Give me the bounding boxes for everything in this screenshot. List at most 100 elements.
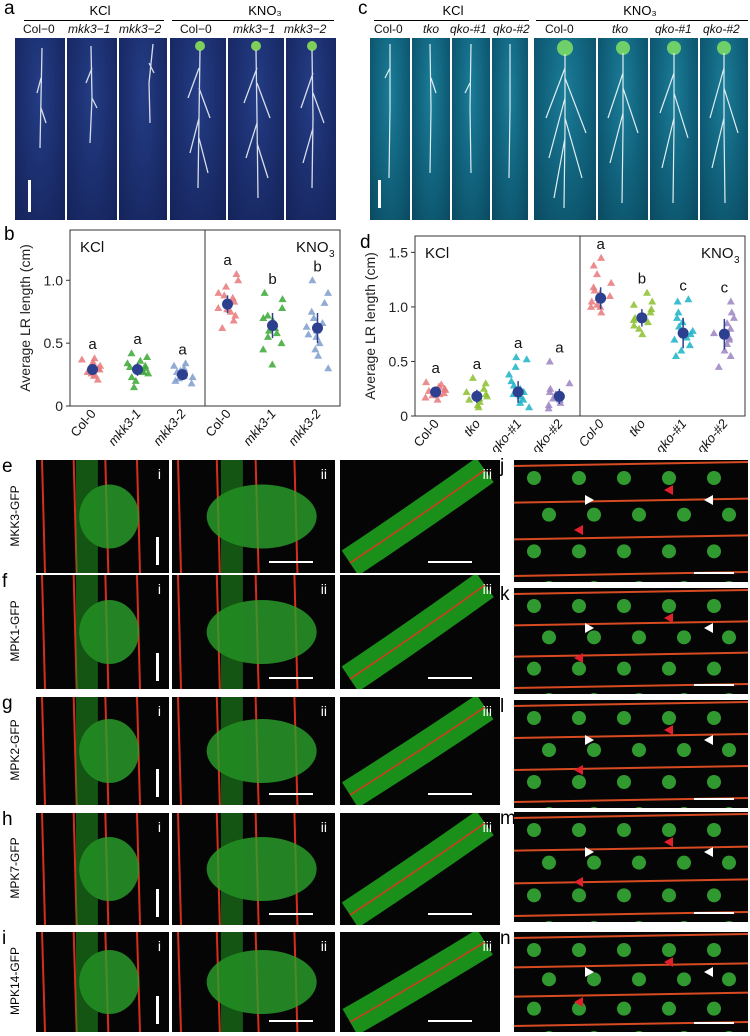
data-point xyxy=(231,311,240,319)
significance-letter: a xyxy=(555,339,564,356)
significance-letter: a xyxy=(431,360,440,377)
data-point xyxy=(674,308,683,316)
data-point xyxy=(512,353,521,361)
data-point xyxy=(272,329,281,337)
data-point xyxy=(726,352,735,359)
subpanel-label: iii xyxy=(482,703,492,719)
treatment-label: KCl xyxy=(80,239,104,256)
chart-b: 0 0.5 1.0 Average LR length (cm) KCl KNO 3 a Col… xyxy=(17,229,341,446)
data-point xyxy=(188,373,197,381)
data-point xyxy=(259,345,268,353)
category-label: Col-0 xyxy=(410,416,441,449)
construct-label: MPK1-GFP xyxy=(8,600,22,662)
seedling-photo xyxy=(492,38,528,220)
subpanel-label: i xyxy=(157,819,161,835)
data-point xyxy=(437,380,446,388)
data-point xyxy=(441,385,450,393)
data-point xyxy=(465,395,474,403)
data-point xyxy=(648,297,657,305)
data-point xyxy=(324,288,333,296)
data-point xyxy=(77,355,86,363)
data-point xyxy=(544,401,553,409)
treatment-label: KCl xyxy=(425,245,449,262)
data-point xyxy=(314,351,323,359)
significance-letter: b xyxy=(313,258,321,275)
data-point xyxy=(421,393,430,401)
data-point xyxy=(481,390,490,398)
seedling-photo xyxy=(452,38,490,220)
lane-label: mkk3−2 xyxy=(119,22,162,36)
construct-label: MPK7-GFP xyxy=(8,837,22,899)
category-label: mkk3-1 xyxy=(105,406,144,446)
confocal-image: ii xyxy=(172,697,335,805)
significance-letter: a xyxy=(514,335,523,352)
lane-label: qko-#2 xyxy=(703,22,740,36)
data-point xyxy=(228,293,237,301)
lane-label: qko-#1 xyxy=(450,22,487,36)
seedling-photo xyxy=(67,38,117,220)
category-label: Col-0 xyxy=(575,416,607,450)
data-point xyxy=(714,362,723,370)
data-point xyxy=(214,288,223,296)
data-point xyxy=(312,332,321,340)
data-point xyxy=(90,354,99,362)
data-point xyxy=(222,282,231,290)
confocal-image: i xyxy=(36,575,169,689)
panel-c-group-kcl: KCl xyxy=(442,3,464,18)
data-point xyxy=(589,261,598,269)
mean-marker xyxy=(222,298,233,310)
data-point xyxy=(308,276,317,284)
subpanel-label: ii xyxy=(320,819,327,835)
scale-bar xyxy=(428,677,472,679)
data-point xyxy=(127,373,136,381)
data-point xyxy=(545,357,554,365)
lane-label: Col-0 xyxy=(374,22,403,36)
data-point xyxy=(125,363,134,371)
data-point xyxy=(593,300,602,308)
scale-bar xyxy=(269,913,313,915)
data-point xyxy=(263,311,272,319)
data-point xyxy=(720,346,729,354)
y-axis-label: Average LR length (cm) xyxy=(17,244,33,392)
subpanel-label: iii xyxy=(482,938,492,954)
scale-bar xyxy=(694,572,734,574)
group-bracket xyxy=(536,20,748,21)
data-point xyxy=(670,335,679,343)
data-point xyxy=(673,297,682,305)
confocal-image: iii xyxy=(340,697,500,805)
data-point xyxy=(684,295,693,303)
row-label: k xyxy=(500,584,510,605)
lane-label: mkk3−1 xyxy=(68,22,111,36)
data-point xyxy=(141,361,150,369)
confocal-image xyxy=(514,588,748,694)
scale-bar xyxy=(156,653,159,681)
data-point xyxy=(525,403,534,411)
subpanel-label: ii xyxy=(320,466,327,482)
data-point xyxy=(468,373,477,381)
mean-marker xyxy=(267,320,278,332)
confocal-image: iii xyxy=(340,932,500,1032)
confocal-image: i xyxy=(36,460,169,573)
data-point xyxy=(229,316,238,324)
data-point xyxy=(268,360,277,368)
data-point xyxy=(507,377,516,385)
subpanel-label: i xyxy=(157,938,161,954)
data-point xyxy=(677,346,686,354)
data-point xyxy=(181,359,190,367)
data-point xyxy=(315,339,324,347)
mean-marker xyxy=(718,328,730,340)
lane-label: Col−0 xyxy=(180,22,212,36)
significance-letter: c xyxy=(679,277,687,294)
confocal-image xyxy=(514,460,748,582)
data-point xyxy=(723,319,732,327)
treatment-label: KNO xyxy=(701,245,734,262)
seedling-photo xyxy=(170,38,226,220)
data-point xyxy=(481,379,490,387)
data-point xyxy=(638,330,647,338)
data-point xyxy=(324,364,333,372)
construct-label: MKK3-GFP xyxy=(8,484,22,547)
y-tick-label: 0.5 xyxy=(389,353,409,369)
lane-label: mkk3−2 xyxy=(284,22,327,36)
confocal-image xyxy=(514,932,748,1032)
data-point xyxy=(278,303,287,311)
